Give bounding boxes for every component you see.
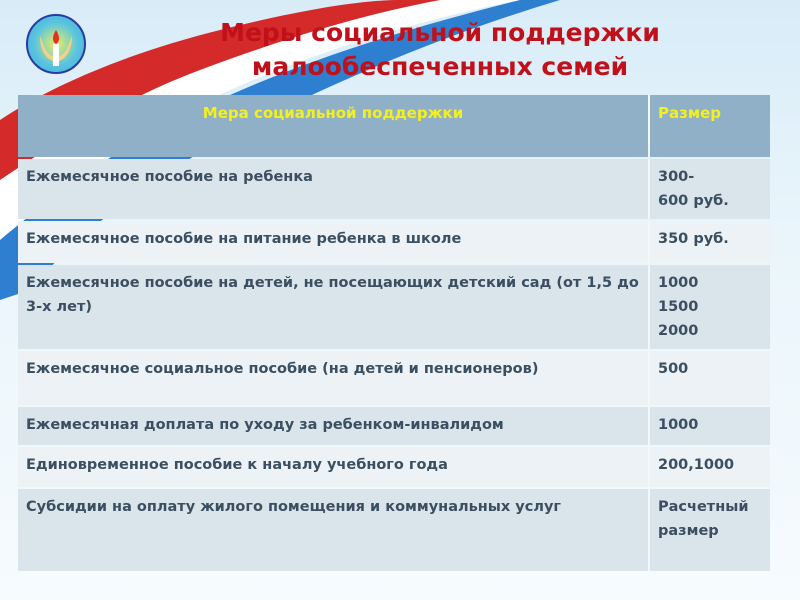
amount-cell: Расчетный размер	[650, 489, 770, 571]
header-amount: Размер	[650, 95, 770, 157]
title-line-1: Меры социальной поддержки	[220, 18, 660, 47]
amount-cell: 1000	[650, 407, 770, 445]
title-line-2: малообеспеченных семей	[251, 52, 629, 81]
header-measure: Мера социальной поддержки	[18, 95, 650, 157]
table-row: Ежемесячное пособие на питание ребенка в…	[18, 221, 770, 263]
logo	[26, 14, 86, 74]
table-row: Ежемесячное социальное пособие (на детей…	[18, 351, 770, 405]
measure-cell: Ежемесячное пособие на ребенка	[18, 159, 650, 219]
amount-cell: 300- 600 руб.	[650, 159, 770, 219]
measure-cell: Ежемесячное пособие на детей, не посещаю…	[18, 265, 650, 349]
measure-cell: Субсидии на оплату жилого помещения и ко…	[18, 489, 650, 571]
table-row: Ежемесячная доплата по уходу за ребенком…	[18, 407, 770, 445]
amount-cell: 500	[650, 351, 770, 405]
page-title: Меры социальной поддержки малообеспеченн…	[100, 16, 780, 84]
amount-cell: 200,1000	[650, 447, 770, 487]
support-measures-table: Мера социальной поддержки Размер Ежемеся…	[18, 93, 770, 573]
measure-cell: Ежемесячное пособие на питание ребенка в…	[18, 221, 650, 263]
measure-cell: Единовременное пособие к началу учебного…	[18, 447, 650, 487]
amount-cell: 350 руб.	[650, 221, 770, 263]
measure-cell: Ежемесячная доплата по уходу за ребенком…	[18, 407, 650, 445]
table-row: Единовременное пособие к началу учебного…	[18, 447, 770, 487]
table-header-row: Мера социальной поддержки Размер	[18, 95, 770, 157]
table-row: Ежемесячное пособие на ребенка 300- 600 р…	[18, 159, 770, 219]
measure-cell: Ежемесячное социальное пособие (на детей…	[18, 351, 650, 405]
amount-cell: 1000 1500 2000	[650, 265, 770, 349]
table-row: Субсидии на оплату жилого помещения и ко…	[18, 489, 770, 571]
table-row: Ежемесячное пособие на детей, не посещаю…	[18, 265, 770, 349]
hands-candle-emblem-icon	[40, 30, 72, 66]
